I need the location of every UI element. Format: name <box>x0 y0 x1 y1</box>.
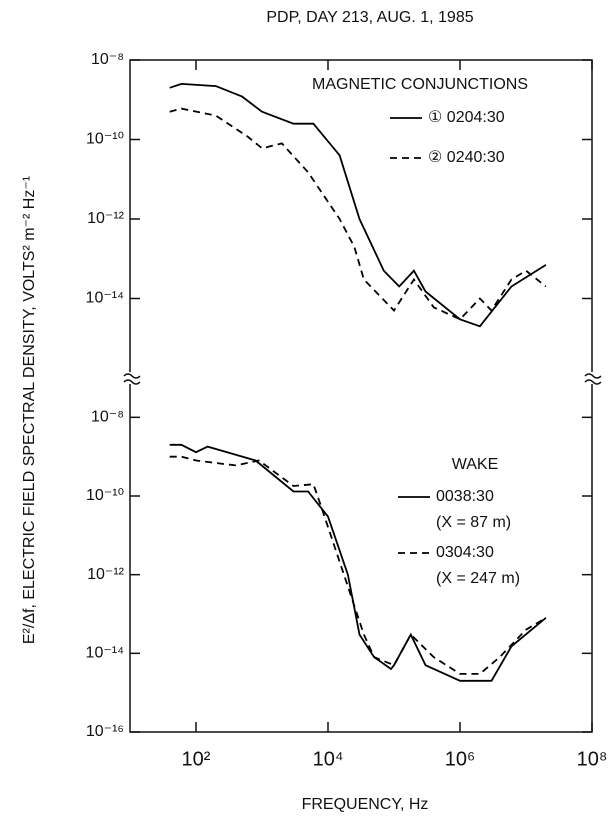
y-tick-label: 10⁻¹⁴ <box>86 645 125 662</box>
chart-title: PDP, DAY 213, AUG. 1, 1985 <box>266 9 473 26</box>
y-tick-label: 10⁻¹⁴ <box>86 290 125 307</box>
x-tick-label: 10² <box>182 748 211 770</box>
y-tick-label: 10⁻⁸ <box>91 51 124 68</box>
y-tick-label: 10⁻¹⁰ <box>86 487 124 504</box>
legend-title: WAKE <box>452 456 499 473</box>
y-tick-label: 10⁻¹⁰ <box>86 131 124 148</box>
y-tick-label: 10⁻¹² <box>87 210 125 227</box>
series-line <box>169 107 547 321</box>
legend-detail: (X = 87 m) <box>436 514 511 531</box>
legend-label: ① 0204:30 <box>428 109 505 126</box>
legend-label: ② 0240:30 <box>428 149 505 166</box>
legend-detail: (X = 247 m) <box>436 570 520 587</box>
series-line <box>169 455 547 675</box>
x-tick-label: 10⁸ <box>577 748 608 770</box>
series-line <box>169 82 547 328</box>
series-line <box>169 443 547 682</box>
legend-label: 0304:30 <box>436 544 494 561</box>
x-tick-label: 10⁴ <box>313 748 344 770</box>
legend-title: MAGNETIC CONJUNCTIONS <box>312 76 528 93</box>
y-axis-label: E²/Δf, ELECTRIC FIELD SPECTRAL DENSITY, … <box>21 176 38 644</box>
y-tick-label: 10⁻¹² <box>87 566 125 583</box>
y-tick-label: 10⁻¹⁶ <box>86 723 124 740</box>
y-tick-label: 10⁻⁸ <box>91 409 124 426</box>
x-axis-label: FREQUENCY, Hz <box>302 796 429 813</box>
axis-break <box>122 372 602 385</box>
legend-label: 0038:30 <box>436 488 494 505</box>
x-tick-label: 10⁶ <box>445 748 475 770</box>
plot-frame <box>129 59 593 733</box>
